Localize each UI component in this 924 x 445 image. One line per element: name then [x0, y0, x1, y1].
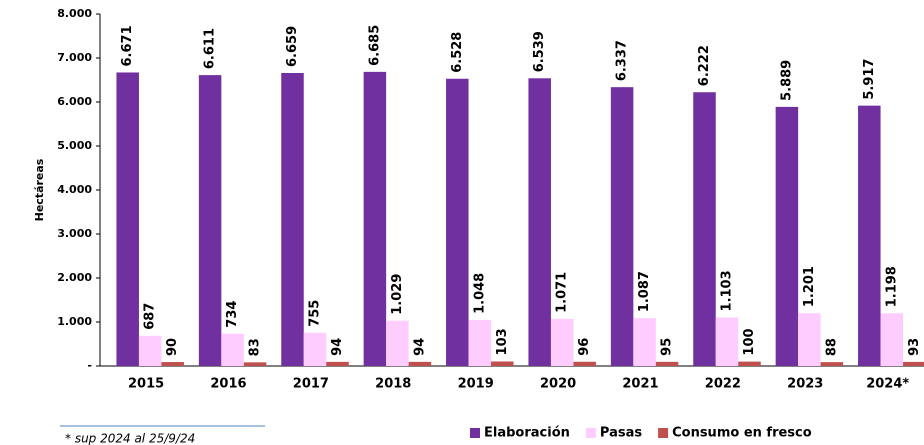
bar	[633, 318, 656, 366]
data-label: 6.528	[450, 32, 465, 73]
bar	[903, 361, 924, 366]
bar	[221, 333, 244, 366]
data-label: 1.071	[555, 272, 570, 313]
data-label: 687	[143, 303, 158, 330]
x-tick-label: 2021	[622, 377, 658, 392]
x-tick-label: 2017	[293, 377, 329, 392]
data-label: 103	[495, 328, 510, 355]
y-tick-label: 6.000	[57, 95, 92, 108]
bar	[573, 361, 596, 366]
bar	[491, 361, 514, 366]
bar	[446, 78, 469, 366]
bar	[775, 106, 799, 366]
legend-label: Elaboración	[484, 426, 570, 441]
data-label: 6.671	[120, 25, 135, 66]
legend-label: Consumo en fresco	[672, 426, 812, 441]
x-tick-label: 2019	[458, 377, 494, 392]
legend-swatch	[470, 428, 480, 438]
data-label: 6.685	[367, 25, 382, 66]
bar	[715, 317, 739, 366]
data-label: 95	[660, 338, 675, 356]
bar	[693, 92, 716, 367]
bar	[798, 313, 821, 366]
data-label: 6.222	[697, 45, 712, 86]
data-label: 6.337	[615, 40, 630, 81]
y-tick-label: 1.000	[57, 315, 92, 328]
bar	[550, 318, 574, 366]
bar	[880, 313, 904, 366]
data-label: 1.201	[802, 266, 817, 307]
data-label: 5.917	[862, 59, 877, 100]
data-label: 90	[165, 338, 180, 356]
y-tick-label: 2.000	[57, 271, 92, 284]
bar	[138, 335, 162, 366]
y-tick-label: 5.000	[57, 139, 92, 152]
footnote: * sup 2024 al 25/9/24	[65, 432, 195, 445]
x-tick-label: 2023	[787, 377, 823, 392]
data-label: 94	[330, 338, 345, 356]
y-tick-label: 3.000	[57, 227, 92, 240]
bar	[243, 362, 267, 366]
data-label: 5.889	[779, 60, 794, 101]
bar	[610, 87, 634, 366]
y-tick-label: -	[87, 359, 92, 372]
x-tick-label: 2024*	[866, 377, 909, 392]
data-label: 100	[742, 328, 757, 355]
bar	[858, 105, 881, 366]
data-label: 1.103	[720, 270, 735, 311]
y-tick-label: 8.000	[57, 7, 92, 20]
data-label: 93	[907, 338, 922, 356]
data-label: 94	[412, 338, 427, 356]
legend-swatch	[585, 428, 596, 438]
data-label: 6.659	[285, 26, 300, 67]
data-label: 734	[225, 301, 240, 328]
bar	[161, 362, 184, 366]
data-label: 1.087	[637, 271, 652, 312]
bar	[363, 71, 387, 367]
bar	[820, 362, 844, 366]
data-label: 1.198	[884, 266, 899, 307]
x-tick-label: 2016	[210, 377, 246, 392]
bar	[303, 332, 327, 366]
bar	[408, 361, 432, 366]
data-label: 6.539	[532, 31, 547, 72]
x-tick-label: 2015	[128, 377, 164, 392]
bar	[386, 320, 409, 366]
data-label: 83	[248, 338, 263, 356]
data-label: 6.611	[203, 28, 218, 69]
bar	[116, 72, 139, 366]
bar	[326, 361, 349, 366]
y-tick-label: 7.000	[57, 51, 92, 64]
legend-swatch	[658, 428, 669, 438]
bar	[528, 78, 551, 366]
y-axis-label: Hectáreas	[33, 158, 46, 221]
x-tick-label: 2020	[540, 377, 576, 392]
x-tick-label: 2022	[705, 377, 741, 392]
bar	[468, 319, 492, 366]
bar	[738, 361, 761, 366]
data-label: 1.048	[472, 273, 487, 314]
data-label: 88	[824, 338, 839, 356]
data-label: 755	[308, 300, 323, 327]
x-tick-label: 2018	[375, 377, 411, 392]
data-label: 1.029	[390, 274, 405, 315]
y-tick-label: 4.000	[57, 183, 92, 196]
data-label: 96	[577, 338, 592, 356]
bar	[198, 75, 222, 366]
legend-label: Pasas	[600, 426, 642, 441]
bar	[655, 361, 679, 366]
bar	[281, 73, 304, 366]
